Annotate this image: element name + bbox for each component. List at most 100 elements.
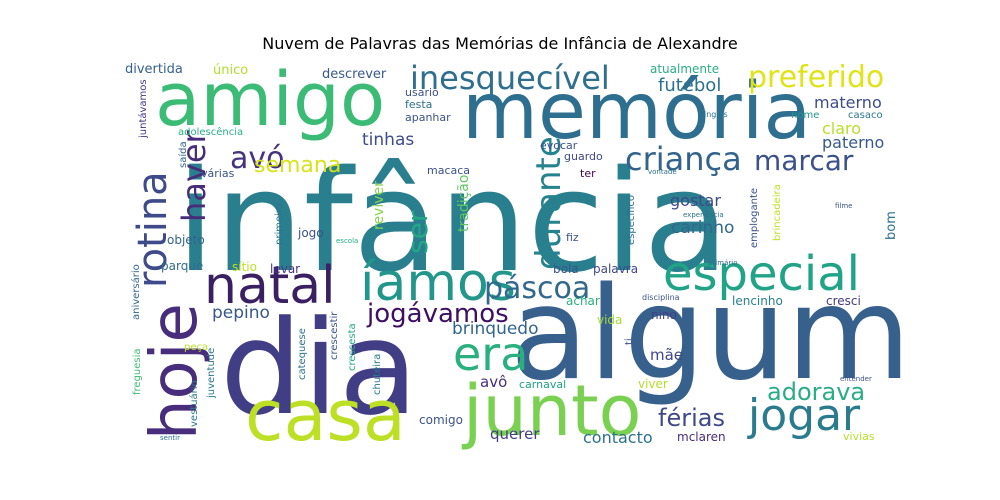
chart-title: Nuvem de Palavras das Memórias de Infânc… xyxy=(262,34,738,53)
word-inesquecivel: inesquecível xyxy=(410,59,610,97)
word-fiz: fiz xyxy=(566,231,579,244)
word-adolescencia: adolescência xyxy=(178,126,243,138)
word-parque: parque xyxy=(161,259,203,273)
word-comigo: comigo xyxy=(419,413,463,427)
word-juventude: juventude xyxy=(206,348,217,399)
word-filme: filme xyxy=(835,202,852,210)
word-sitio: sítio xyxy=(232,260,257,274)
word-preferido: preferido xyxy=(748,60,884,95)
word-jogo: jogo xyxy=(297,226,324,240)
word-querer: querer xyxy=(490,425,540,443)
word-juntavamos: juntávamos xyxy=(137,79,149,139)
word-primario: primário xyxy=(708,259,737,267)
word-objeto: objeto xyxy=(167,233,205,247)
word-algum: algum xyxy=(510,260,911,409)
word-materno: materno xyxy=(814,93,882,112)
word-varias: várias xyxy=(201,167,235,180)
word-evocar: evocar xyxy=(540,139,578,152)
word-divertida: divertida xyxy=(125,62,183,77)
word-apanhar: apanhar xyxy=(405,111,451,124)
word-usario: usario xyxy=(405,86,439,99)
word-brincadeira: brincadeira xyxy=(772,184,783,241)
word-casaco: casaco xyxy=(848,110,883,121)
word-carnaval: carnaval xyxy=(519,378,566,391)
word-vida: vida xyxy=(597,313,622,327)
word-descrever: descrever xyxy=(322,67,387,82)
word-durante: durante xyxy=(529,136,569,270)
word-ferias: férias xyxy=(658,404,725,432)
word-marcar: marcar xyxy=(754,144,854,177)
word-levar: levar xyxy=(270,262,300,276)
word-vontade: vontade xyxy=(648,168,677,176)
word-ser: ser xyxy=(401,210,434,254)
word-macaca: macaca xyxy=(427,164,470,177)
word-mclaren: mclaren xyxy=(677,430,726,444)
word-jogavamos: jogávamos xyxy=(366,299,509,329)
word-tinhas: tinhas xyxy=(362,130,414,150)
word-nome: nome xyxy=(791,110,819,121)
word-reviver: reviver xyxy=(371,181,387,230)
word-crianca: criança xyxy=(625,140,742,178)
word-lencinho: lencinho xyxy=(732,294,783,308)
word-achar: achar xyxy=(566,294,600,308)
word-nino: nino xyxy=(651,308,677,322)
word-tradicao: tradição xyxy=(456,175,472,232)
word-pepino: pepino xyxy=(212,303,270,323)
word-crescestir: crescestir xyxy=(329,311,340,360)
word-palavra: palavra xyxy=(593,262,638,276)
word-dia: dia xyxy=(220,292,418,444)
word-hoje: hoje xyxy=(138,303,212,440)
word-gostar: gostar xyxy=(670,191,721,210)
word-natal: natal xyxy=(204,256,336,316)
word-infancia: infância xyxy=(176,141,729,304)
word-sentir: sentir xyxy=(160,434,180,442)
word-memoria: memória xyxy=(462,67,811,157)
word-catequese: catequese xyxy=(297,328,308,380)
word-carinho: carinho xyxy=(671,218,734,238)
word-pascoa: páscoa xyxy=(484,271,590,306)
word-peca: peça xyxy=(184,342,208,353)
word-rotina: rotina xyxy=(130,171,176,288)
word-amigo: amigo xyxy=(155,57,385,143)
word-iamos: íamos xyxy=(360,253,516,313)
word-jogar: jogar xyxy=(747,390,861,441)
word-festa: festa xyxy=(405,98,432,111)
word-haver: haver xyxy=(175,129,213,222)
word-aniversario: aniversário xyxy=(130,264,142,320)
word-especifico: específico xyxy=(625,195,637,245)
word-paterno: paterno xyxy=(822,133,884,152)
word-especial: especial xyxy=(663,246,860,302)
word-ter: ter xyxy=(580,167,596,180)
word-freguesia: freguesia xyxy=(132,348,143,395)
word-cresci: cresci xyxy=(826,294,861,308)
word-atualmente: atualmente xyxy=(650,62,719,76)
word-guardo: guardo xyxy=(564,150,603,163)
word-ingles: inglês xyxy=(704,109,728,119)
word-ti: ti xyxy=(624,338,635,345)
word-era: era xyxy=(453,327,528,381)
word-avo: avó xyxy=(230,141,285,176)
word-crescesta: crescesta xyxy=(347,323,358,371)
word-vivias: vivias xyxy=(843,430,875,443)
word-experiencia: experiência xyxy=(683,211,724,219)
word-escola: escola xyxy=(336,237,358,245)
word-chuteira: chuteira xyxy=(372,354,383,395)
word-avo: avô xyxy=(480,373,507,391)
word-unico: único xyxy=(213,63,248,78)
word-junto: junto xyxy=(461,370,641,452)
word-adorava: adorava xyxy=(767,378,865,406)
word-bola: bola xyxy=(553,262,579,276)
word-disciplina: disciplina xyxy=(642,293,680,302)
word-claro: claro xyxy=(822,119,861,138)
word-brinquedo: brinquedo xyxy=(452,319,539,339)
word-bom: bom xyxy=(884,211,899,240)
word-emplogante: emplogante xyxy=(749,188,760,248)
word-futebol: futebol xyxy=(658,75,721,96)
word-entender: entender xyxy=(840,375,872,383)
word-primeiro: primeiro xyxy=(274,203,285,245)
word-contacto: contacto xyxy=(583,428,653,447)
word-viver: viver xyxy=(638,377,668,391)
word-vestuario: vestuário xyxy=(188,380,200,427)
word-saida: saída xyxy=(177,141,189,168)
